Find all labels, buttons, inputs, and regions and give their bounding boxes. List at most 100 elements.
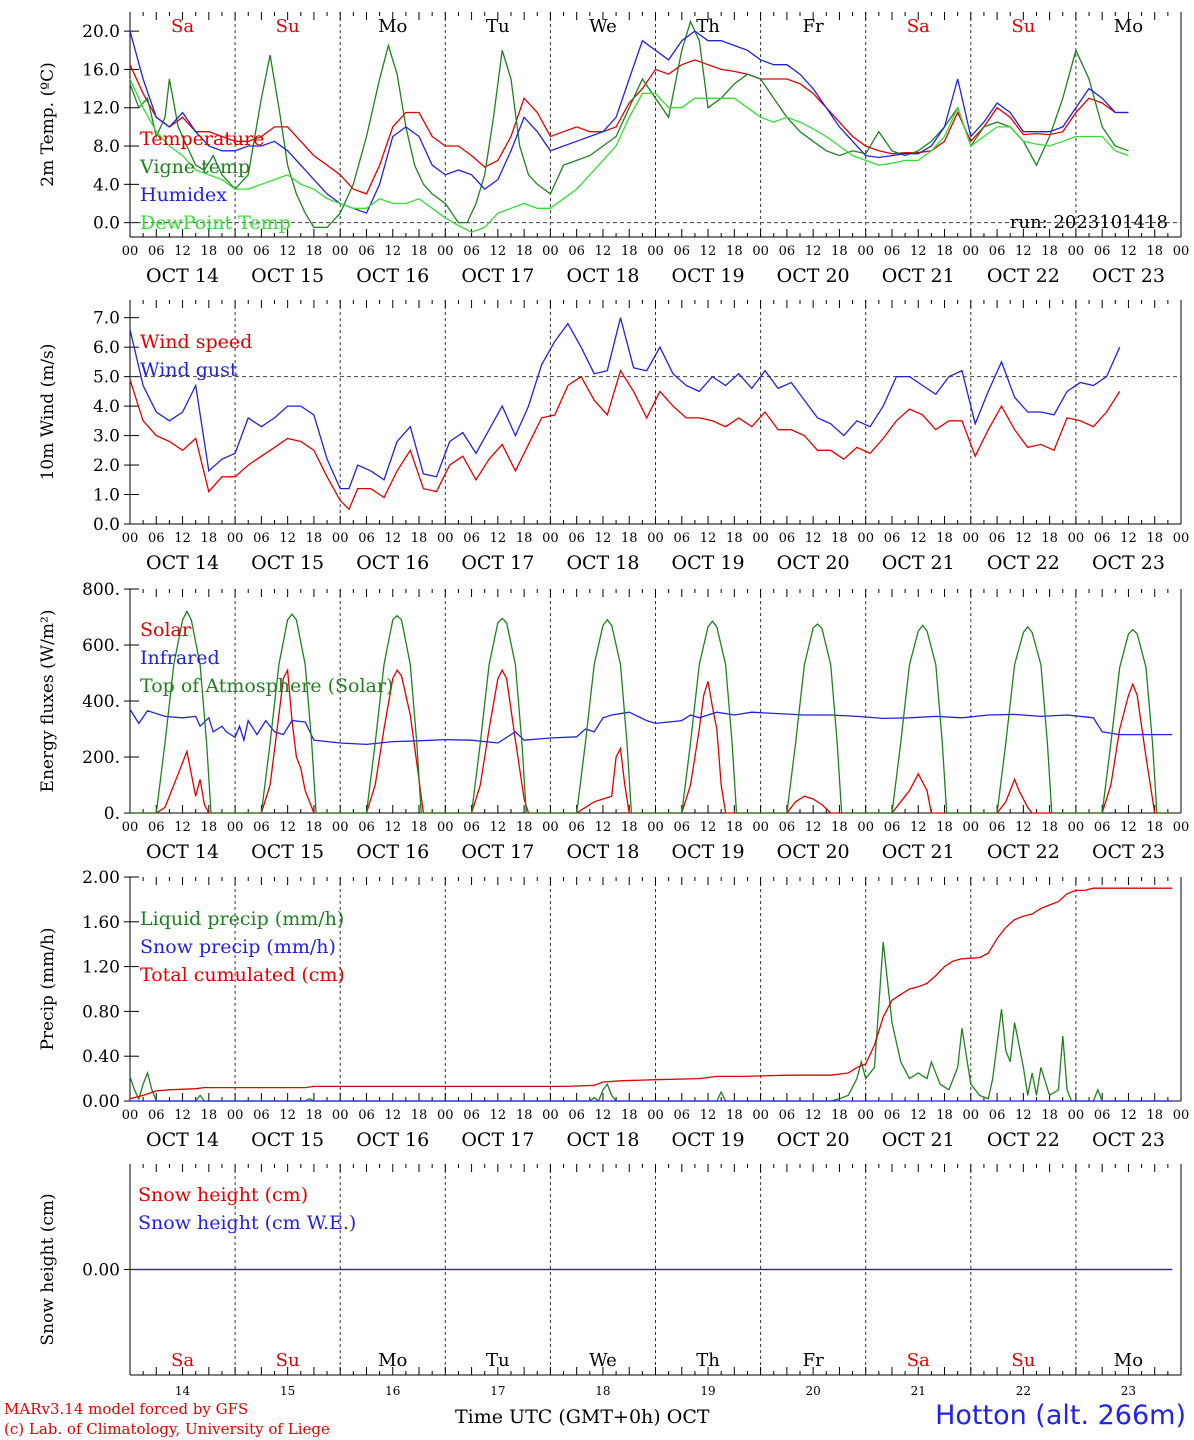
weekday-label: Sa (171, 1350, 194, 1371)
hour-tick-label: 18 (621, 531, 638, 546)
y-tick-label: 0.40 (82, 1047, 120, 1067)
hour-tick-label: 18 (831, 244, 848, 259)
hour-tick-label: 00 (752, 531, 769, 546)
hour-tick-label: 00 (857, 820, 874, 835)
hour-tick-label: 00 (437, 1108, 454, 1123)
hour-tick-label: 12 (805, 1108, 822, 1123)
y-axis-title: Energy fluxes (W/m²) (38, 610, 58, 793)
hour-tick-label: 00 (1173, 820, 1190, 835)
y-tick-label: 400. (82, 692, 120, 712)
hour-tick-label: 12 (805, 531, 822, 546)
hour-tick-label: 18 (726, 244, 743, 259)
hour-tick-label: 00 (227, 1108, 244, 1123)
hour-tick-label: 18 (411, 244, 428, 259)
hour-tick-label: 18 (1041, 531, 1058, 546)
y-tick-label: 8.0 (93, 137, 120, 157)
hour-tick-label: 00 (437, 820, 454, 835)
hour-tick-label: 12 (384, 1108, 401, 1123)
day-label: OCT 15 (251, 552, 324, 574)
series-line-top-of-atmosphere-solar- (130, 609, 1173, 814)
legend-entry: Wind speed (140, 331, 252, 353)
hour-tick-label: 00 (122, 531, 139, 546)
hour-tick-label: 18 (831, 531, 848, 546)
day-label: OCT 22 (987, 265, 1060, 287)
legend-entry: Infrared (140, 647, 220, 669)
hour-tick-label: 00 (1173, 1108, 1190, 1123)
day-label: OCT 16 (356, 841, 429, 863)
series-line-humidex (129, 30, 1129, 214)
day-label: OCT 17 (461, 265, 534, 287)
hour-tick-label: 12 (384, 244, 401, 259)
hour-tick-label: 00 (647, 244, 664, 259)
hour-tick-label: 06 (148, 531, 165, 546)
hour-tick-label: 06 (358, 244, 375, 259)
y-tick-label: 1.0 (93, 486, 120, 506)
day-label: OCT 20 (777, 1129, 850, 1151)
hour-tick-label: 00 (542, 244, 559, 259)
weekday-label: Fr (803, 1350, 824, 1371)
y-tick-label: 12.0 (82, 99, 120, 119)
hour-tick-label: 18 (1041, 1108, 1058, 1123)
hour-tick-label: 06 (148, 1108, 165, 1123)
y-tick-label: 20.0 (82, 22, 120, 42)
legend-entry: Liquid precip (mm/h) (140, 908, 344, 930)
hour-tick-label: 18 (621, 1108, 638, 1123)
hour-tick-label: 00 (857, 531, 874, 546)
hour-tick-label: 12 (174, 244, 191, 259)
panel-2: 0.0 1.0 2.0 3.0 4.0 5.0 6.0 7.0 10m Wind (m/s) Wi… (38, 300, 1189, 574)
hour-tick-label: 00 (122, 820, 139, 835)
hour-tick-label: 06 (989, 531, 1006, 546)
day-label: OCT 18 (566, 552, 639, 574)
hour-tick-label: 06 (253, 1108, 270, 1123)
hour-tick-label: 12 (490, 1108, 507, 1123)
weekday-label: Tu (486, 16, 510, 37)
day-label: OCT 21 (882, 1129, 955, 1151)
weekday-label: Th (696, 1350, 720, 1371)
hour-tick-label: 00 (647, 1108, 664, 1123)
hour-tick-label: 06 (884, 820, 901, 835)
panel-3: 0. 200. 400. 600. 800. Energy fluxes (W/m²) So… (38, 580, 1189, 863)
weekday-label: Mo (1114, 16, 1143, 37)
hour-tick-label: 06 (463, 1108, 480, 1123)
y-tick-label: 0.0 (93, 214, 120, 234)
hour-tick-label: 00 (857, 1108, 874, 1123)
day-label: OCT 17 (461, 1129, 534, 1151)
hour-tick-label: 06 (989, 244, 1006, 259)
series-line-wind-gust (129, 317, 1121, 490)
hour-tick-label: 06 (148, 244, 165, 259)
hour-tick-label: 00 (752, 244, 769, 259)
hour-tick-label: 06 (568, 531, 585, 546)
hour-tick-label: 00 (332, 1108, 349, 1123)
hour-tick-label: 00 (963, 1108, 980, 1123)
hour-tick-label: 18 (1146, 1108, 1163, 1123)
hour-tick-label: 12 (595, 531, 612, 546)
hour-tick-label: 06 (884, 244, 901, 259)
y-tick-label: 2.0 (93, 456, 120, 476)
day-number-label: 17 (490, 1384, 505, 1398)
hour-tick-label: 12 (279, 244, 296, 259)
hour-tick-label: 18 (831, 820, 848, 835)
weekday-label: Sa (907, 1350, 930, 1371)
hour-tick-label: 12 (279, 1108, 296, 1123)
day-label: OCT 22 (987, 1129, 1060, 1151)
hour-tick-label: 06 (253, 531, 270, 546)
hour-tick-label: 00 (227, 820, 244, 835)
day-label: OCT 23 (1092, 552, 1165, 574)
hour-tick-label: 12 (1120, 1108, 1137, 1123)
legend-entry: DewPoint Temp (140, 212, 291, 234)
hour-tick-label: 18 (726, 531, 743, 546)
y-tick-label: 6.0 (93, 338, 120, 358)
day-label: OCT 18 (566, 265, 639, 287)
day-number-label: 23 (1121, 1384, 1136, 1398)
y-tick-label: 2.00 (82, 868, 120, 888)
hour-tick-label: 18 (201, 820, 218, 835)
day-label: OCT 17 (461, 841, 534, 863)
hour-tick-label: 18 (1041, 820, 1058, 835)
weekday-label: Su (276, 16, 300, 37)
hour-tick-label: 12 (384, 820, 401, 835)
hour-tick-label: 18 (936, 820, 953, 835)
hour-tick-label: 18 (201, 531, 218, 546)
weekday-label: Mo (378, 1350, 407, 1371)
y-tick-label: 5.0 (93, 368, 120, 388)
hour-tick-label: 12 (805, 244, 822, 259)
